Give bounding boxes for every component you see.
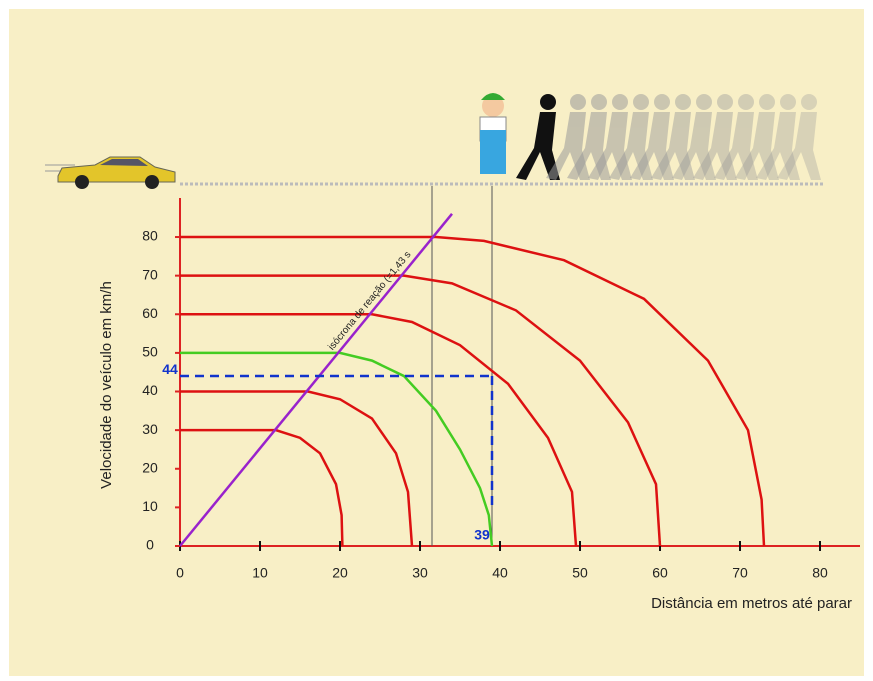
child <box>480 93 506 174</box>
y-tick-label: 40 <box>142 382 158 398</box>
highlight-speed-label: 44 <box>162 361 178 377</box>
runner-head <box>759 94 775 110</box>
y-tick-label: 0 <box>146 537 154 553</box>
x-tick-label: 60 <box>652 565 668 581</box>
x-tick-label: 10 <box>252 565 268 581</box>
runner-head <box>801 94 817 110</box>
runner-head <box>717 94 733 110</box>
y-tick-label: 10 <box>142 498 158 514</box>
y-tick-label: 80 <box>142 228 158 244</box>
x-axis-title: Distância em metros até parar <box>651 595 852 612</box>
runner-head <box>654 94 670 110</box>
x-tick-label: 0 <box>176 565 184 581</box>
runner-head <box>696 94 712 110</box>
runner-head <box>591 94 607 110</box>
x-tick-label: 70 <box>732 565 748 581</box>
runner-head <box>570 94 586 110</box>
runner-head <box>780 94 796 110</box>
runner-head <box>738 94 754 110</box>
runner-head <box>612 94 628 110</box>
y-tick-label: 30 <box>142 421 158 437</box>
highlight-distance-label: 39 <box>474 527 490 543</box>
wheel <box>145 175 159 189</box>
y-tick-label: 20 <box>142 459 158 475</box>
x-tick-label: 20 <box>332 565 348 581</box>
overalls <box>480 130 506 174</box>
x-tick-label: 30 <box>412 565 428 581</box>
x-tick-label: 50 <box>572 565 588 581</box>
y-tick-label: 70 <box>142 266 158 282</box>
runner-head <box>633 94 649 110</box>
y-axis-title: Velocidade do veículo em km/h <box>98 281 115 489</box>
page: {"chart_data": {"type": "line", "x_label… <box>0 0 873 681</box>
x-tick-label: 80 <box>812 565 828 581</box>
runner-head <box>675 94 691 110</box>
y-tick-label: 60 <box>142 305 158 321</box>
wheel <box>75 175 89 189</box>
y-tick-label: 50 <box>142 344 158 360</box>
chart: Velocidade do veículo em km/h Distância … <box>0 0 873 681</box>
x-tick-label: 40 <box>492 565 508 581</box>
